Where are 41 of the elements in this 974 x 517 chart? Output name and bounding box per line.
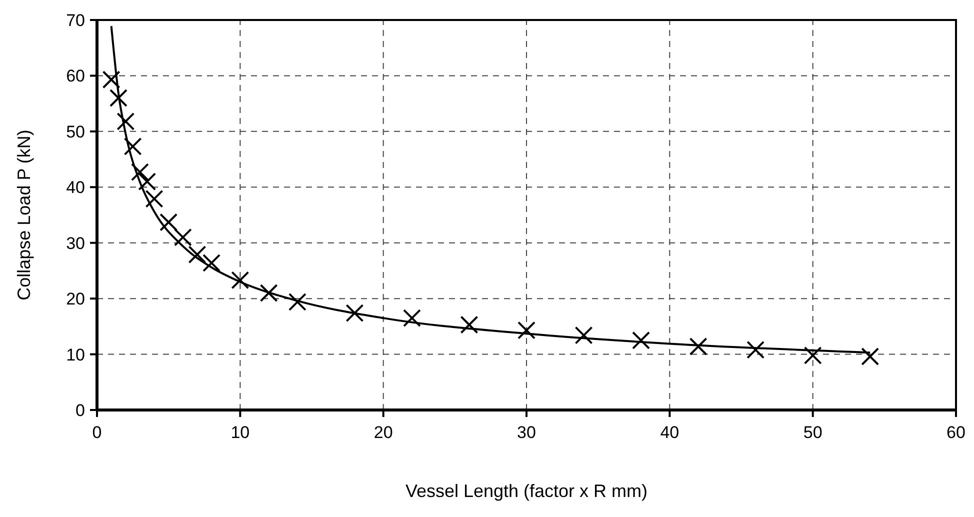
point bbox=[130, 163, 149, 182]
point bbox=[124, 137, 142, 156]
point bbox=[861, 348, 880, 366]
point bbox=[518, 321, 536, 340]
x-tick-label: 50 bbox=[803, 423, 822, 442]
point bbox=[174, 228, 192, 246]
point bbox=[138, 172, 156, 191]
y-axis-title: Collapse Load P (kN) bbox=[14, 130, 34, 300]
point bbox=[231, 271, 250, 290]
point bbox=[460, 316, 478, 334]
x-tick-label: 30 bbox=[517, 423, 536, 442]
point bbox=[116, 112, 135, 130]
point bbox=[145, 190, 164, 208]
x-tick-label: 20 bbox=[374, 423, 393, 442]
y-tick-label: 40 bbox=[66, 178, 85, 198]
point bbox=[632, 331, 650, 350]
x-tick-label: 60 bbox=[946, 423, 966, 442]
point bbox=[202, 254, 221, 272]
y-tick-label: 50 bbox=[66, 122, 85, 142]
point bbox=[804, 346, 822, 364]
y-tick-label: 10 bbox=[66, 345, 85, 364]
x-tick-label: 0 bbox=[92, 423, 102, 442]
point bbox=[188, 246, 206, 264]
point bbox=[574, 326, 593, 344]
y-tick-label: 20 bbox=[66, 290, 85, 309]
point bbox=[402, 309, 421, 328]
x-axis-title: Vessel Length (factor x R mm) bbox=[405, 481, 648, 501]
point bbox=[102, 70, 120, 89]
point bbox=[746, 340, 765, 359]
y-tick-label: 30 bbox=[66, 234, 85, 253]
y-tick-label: 60 bbox=[66, 66, 85, 86]
y-tick-label: 0 bbox=[76, 401, 85, 420]
x-tick-label: 40 bbox=[660, 423, 680, 442]
point bbox=[160, 213, 178, 232]
point bbox=[689, 337, 708, 356]
x-tick-label: 10 bbox=[230, 423, 250, 442]
point bbox=[109, 89, 128, 107]
y-tick-label: 70 bbox=[66, 11, 85, 30]
point bbox=[288, 292, 306, 311]
point bbox=[346, 304, 364, 322]
point bbox=[260, 284, 278, 302]
